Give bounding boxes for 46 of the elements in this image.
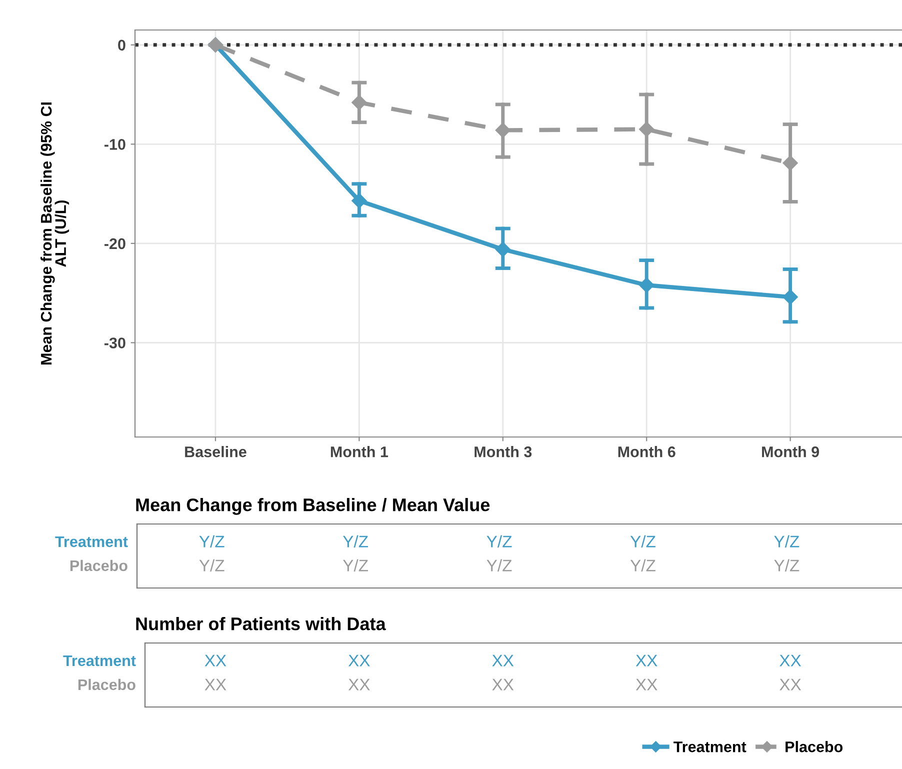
text: Y/Z bbox=[199, 535, 224, 548]
text: Y/Z bbox=[774, 535, 800, 548]
text: Y/Z bbox=[342, 559, 368, 572]
text: Y/Z bbox=[199, 559, 224, 572]
text: XX bbox=[780, 678, 802, 690]
x-tick-label: Month 9 bbox=[762, 446, 820, 458]
point bbox=[352, 94, 367, 110]
text: Number of Patients with Data bbox=[136, 617, 386, 630]
text: Mean Change from Baseline / Mean Value bbox=[136, 498, 490, 515]
text: Y/Z bbox=[630, 559, 656, 572]
y-tick-label: 0 bbox=[118, 40, 126, 51]
text: Y/Z bbox=[342, 535, 368, 548]
point bbox=[352, 193, 367, 208]
point bbox=[782, 155, 798, 171]
text: Y/Z bbox=[486, 559, 512, 572]
y-tick-label: -20 bbox=[104, 238, 126, 250]
text: Y/Z bbox=[774, 559, 800, 572]
y-tick-label: -10 bbox=[104, 139, 126, 150]
x-tick-label: Month 6 bbox=[618, 446, 676, 458]
text: XX bbox=[204, 654, 226, 666]
text: XX bbox=[348, 678, 370, 690]
text: Placebo bbox=[78, 678, 136, 690]
point bbox=[495, 122, 510, 138]
text: XX bbox=[636, 678, 658, 690]
legend-label: Treatment bbox=[674, 742, 746, 752]
text: Treatment bbox=[55, 536, 128, 548]
x-tick-label: Month 1 bbox=[330, 446, 388, 458]
x-tick-label: Baseline bbox=[185, 446, 246, 458]
text: XX bbox=[492, 654, 514, 666]
text: Y/Z bbox=[486, 535, 512, 548]
y-tick-label: -30 bbox=[104, 338, 126, 348]
text: Treatment bbox=[63, 655, 136, 666]
text: XX bbox=[636, 654, 658, 666]
text: XX bbox=[780, 654, 802, 666]
text: XX bbox=[492, 678, 514, 690]
text: Placebo bbox=[70, 560, 128, 572]
point bbox=[495, 242, 510, 257]
point bbox=[639, 278, 654, 293]
y-axis-title: Mean Change from Baseline (95% CI ALT (U/L) bbox=[40, 102, 70, 364]
text: XX bbox=[348, 654, 370, 666]
text: Y/Z bbox=[630, 535, 656, 548]
point bbox=[782, 289, 798, 305]
legend-label: Placebo bbox=[786, 741, 843, 752]
point bbox=[639, 122, 654, 137]
x-tick-label: Month 3 bbox=[474, 446, 532, 458]
text: XX bbox=[204, 678, 226, 690]
